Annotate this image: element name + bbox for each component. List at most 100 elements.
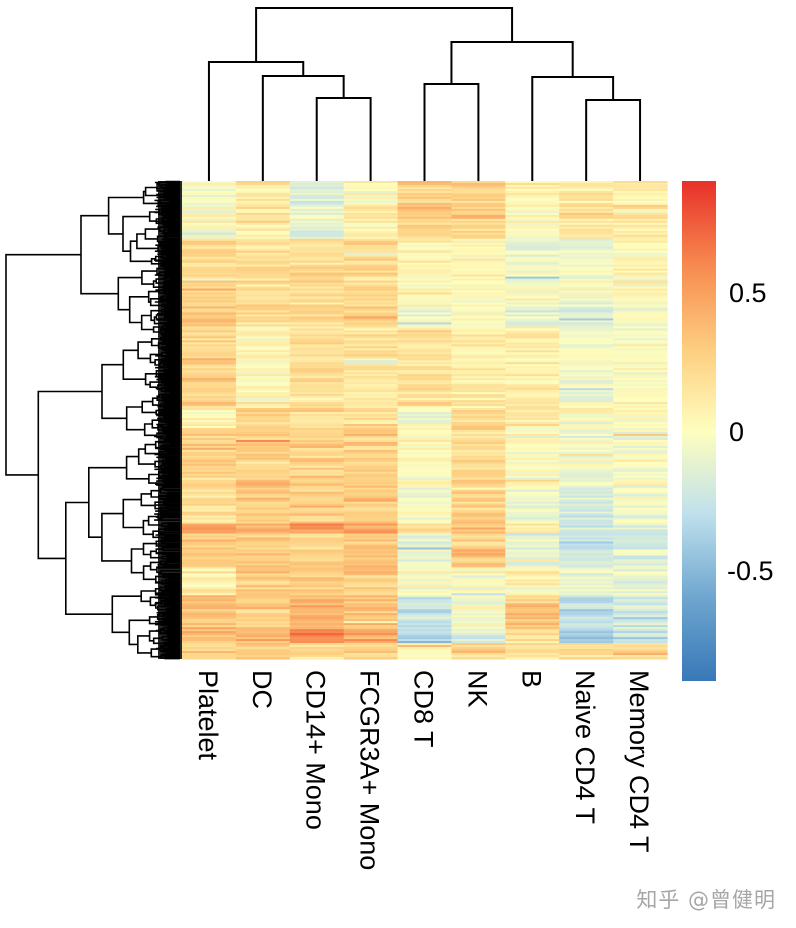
heatmap-cell	[182, 483, 237, 487]
heatmap-cell	[505, 262, 560, 266]
heatmap-cell	[289, 210, 345, 214]
heatmap-cell	[505, 414, 560, 417]
heatmap-cell	[182, 489, 237, 493]
heatmap-cell	[289, 366, 345, 369]
heatmap-cell	[505, 631, 560, 634]
heatmap-cell	[559, 561, 614, 564]
heatmap-cell	[505, 541, 560, 545]
heatmap-cell	[559, 445, 614, 449]
heatmap-cell	[505, 212, 560, 216]
heatmap-cell	[505, 228, 560, 232]
heatmap-cell	[343, 250, 399, 254]
heatmap-cell	[343, 344, 399, 347]
heatmap-cell	[397, 380, 453, 383]
heatmap-cell	[289, 238, 345, 242]
heatmap-cell	[343, 587, 399, 590]
heatmap-cell	[451, 314, 506, 318]
heatmap-cell	[613, 543, 668, 547]
heatmap-cell	[613, 366, 668, 369]
heatmap-cell	[235, 641, 291, 644]
heatmap-cell	[397, 543, 453, 547]
heatmap-cell	[397, 278, 453, 282]
heatmap-cell	[289, 553, 345, 557]
heatmap-cell	[505, 437, 560, 441]
heatmap-cell	[559, 617, 614, 620]
heatmap-cell	[343, 445, 399, 449]
heatmap-cell	[235, 330, 291, 333]
heatmap-cell	[343, 380, 399, 383]
heatmap-cell	[505, 649, 560, 652]
heatmap-cell	[182, 595, 237, 598]
heatmap-cell	[235, 657, 291, 660]
heatmap-cell	[559, 358, 614, 361]
heatmap-cell	[343, 304, 399, 308]
heatmap-cell	[451, 224, 506, 228]
heatmap-cell	[559, 338, 614, 341]
heatmap-cell	[613, 362, 668, 365]
heatmap-cell	[505, 218, 560, 222]
heatmap-cell	[505, 260, 560, 264]
heatmap-cell	[235, 406, 291, 409]
heatmap-cell	[613, 469, 668, 473]
heatmap-cell	[451, 571, 506, 574]
heatmap-cell	[397, 306, 453, 310]
heatmap-cell	[182, 429, 237, 433]
heatmap-cell	[451, 346, 506, 349]
heatmap-cell	[505, 647, 560, 650]
heatmap-cell	[289, 284, 345, 288]
heatmap-cell	[451, 527, 506, 531]
heatmap-cell	[613, 433, 668, 437]
heatmap-cell	[182, 294, 237, 298]
heatmap-cell	[343, 184, 399, 188]
heatmap-cell	[613, 443, 668, 447]
heatmap-cell	[559, 565, 614, 568]
heatmap-cell	[451, 326, 506, 329]
heatmap-cell	[613, 585, 668, 588]
heatmap-cell	[343, 545, 399, 549]
heatmap-cell	[235, 507, 291, 511]
heatmap-cell	[451, 324, 506, 327]
heatmap-cell	[559, 569, 614, 572]
heatmap-cell	[289, 230, 345, 234]
heatmap-cell	[505, 368, 560, 371]
heatmap-cell	[397, 181, 453, 184]
heatmap-cell	[559, 453, 614, 457]
heatmap-cell	[559, 390, 614, 393]
heatmap-cell	[505, 304, 560, 308]
heatmap-cell	[289, 380, 345, 383]
heatmap-cell	[235, 555, 291, 559]
heatmap-cell	[451, 513, 506, 517]
heatmap-cell	[505, 226, 560, 230]
heatmap-cell	[451, 188, 506, 192]
heatmap-cell	[451, 350, 506, 353]
heatmap-cell	[289, 388, 345, 391]
heatmap-cell	[289, 613, 345, 616]
heatmap-cell	[451, 268, 506, 272]
heatmap-cell	[289, 350, 345, 353]
heatmap-cell	[182, 238, 237, 242]
heatmap-cell	[235, 244, 291, 248]
heatmap-cell	[182, 366, 237, 369]
heatmap-cell	[613, 645, 668, 648]
heatmap-cell	[451, 404, 506, 407]
heatmap-cell	[235, 497, 291, 501]
heatmap-cell	[613, 507, 668, 511]
heatmap-cell	[613, 483, 668, 487]
heatmap-cell	[559, 473, 614, 477]
heatmap-cell	[397, 431, 453, 435]
heatmap-cell	[505, 358, 560, 361]
heatmap-cell	[182, 232, 237, 236]
heatmap-cell	[505, 204, 560, 208]
heatmap-cell	[289, 601, 345, 604]
heatmap-cell	[397, 617, 453, 620]
heatmap-cell	[397, 272, 453, 276]
heatmap-cell	[289, 599, 345, 602]
heatmap-cell	[343, 362, 399, 365]
heatmap-cell	[235, 382, 291, 385]
heatmap-cell	[559, 485, 614, 489]
heatmap-cell	[235, 416, 291, 419]
heatmap-cell	[505, 376, 560, 379]
heatmap-cell	[397, 437, 453, 441]
heatmap-cell	[451, 657, 506, 660]
heatmap-cell	[613, 396, 668, 399]
